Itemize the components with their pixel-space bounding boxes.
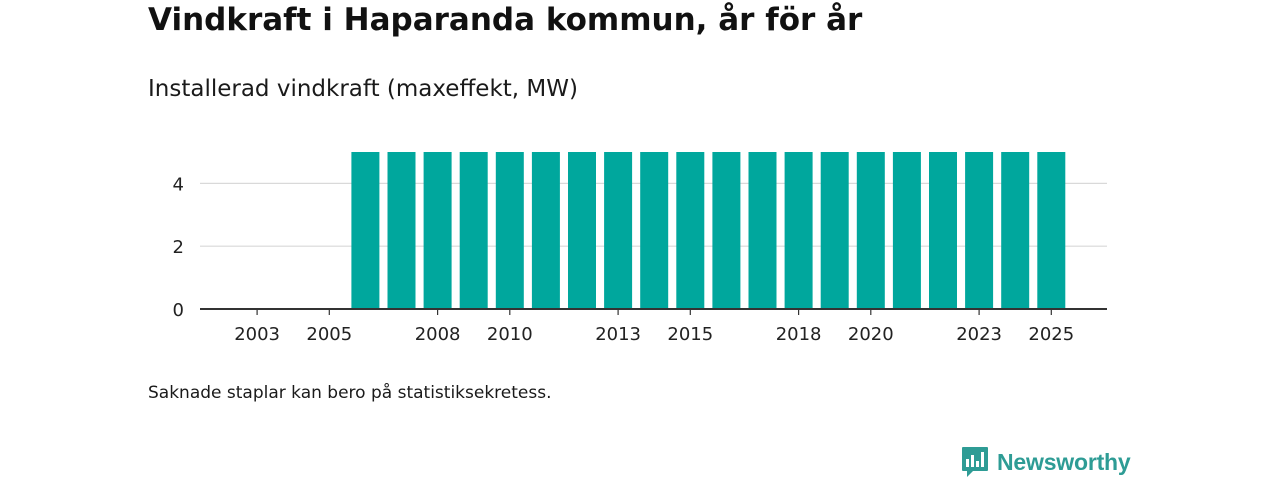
x-tick-label: 2025 bbox=[1028, 324, 1074, 345]
brand-name: Newsworthy bbox=[997, 448, 1131, 475]
bar-2015 bbox=[676, 152, 705, 309]
x-tick-label: 2010 bbox=[487, 324, 533, 345]
x-tick-label: 2018 bbox=[776, 324, 822, 345]
bar-2008 bbox=[423, 152, 452, 309]
bar-2022 bbox=[929, 152, 957, 309]
x-tick-label: 2013 bbox=[595, 324, 641, 345]
bar-2006 bbox=[351, 152, 380, 309]
bar-2012 bbox=[568, 152, 596, 309]
bar-2023 bbox=[965, 152, 994, 309]
x-tick-label: 2020 bbox=[848, 324, 894, 345]
bar-2011 bbox=[531, 152, 560, 309]
bar-2017 bbox=[748, 152, 777, 309]
bar-2025 bbox=[1037, 152, 1066, 309]
bar-2014 bbox=[640, 152, 669, 309]
bar-2019 bbox=[820, 152, 849, 309]
footnote: Saknade staplar kan bero på statistiksek… bbox=[148, 383, 552, 403]
y-tick-label: 4 bbox=[173, 174, 184, 195]
newsworthy-logo: Newsworthy bbox=[961, 446, 1131, 478]
bar-2024 bbox=[1001, 152, 1030, 309]
y-tick-label: 0 bbox=[173, 300, 184, 321]
x-tick-label: 2005 bbox=[306, 324, 352, 345]
bar-2010 bbox=[495, 152, 524, 309]
y-tick-label: 2 bbox=[173, 237, 184, 258]
bar-2009 bbox=[459, 152, 488, 309]
chart-title: Vindkraft i Haparanda kommun, år för år bbox=[148, 2, 863, 38]
bar-2007 bbox=[387, 152, 416, 309]
chart-subtitle: Installerad vindkraft (maxeffekt, MW) bbox=[148, 76, 578, 102]
x-tick-label: 2015 bbox=[667, 324, 713, 345]
bar-2013 bbox=[604, 152, 633, 309]
x-tick-label: 2003 bbox=[234, 324, 280, 345]
x-tick-label: 2008 bbox=[415, 324, 461, 345]
newsworthy-logo-icon bbox=[962, 447, 988, 477]
bar-2021 bbox=[892, 152, 921, 309]
bar-2018 bbox=[784, 152, 813, 309]
bar-2020 bbox=[856, 152, 885, 309]
bar-2016 bbox=[712, 152, 741, 309]
x-tick-label: 2023 bbox=[956, 324, 1002, 345]
